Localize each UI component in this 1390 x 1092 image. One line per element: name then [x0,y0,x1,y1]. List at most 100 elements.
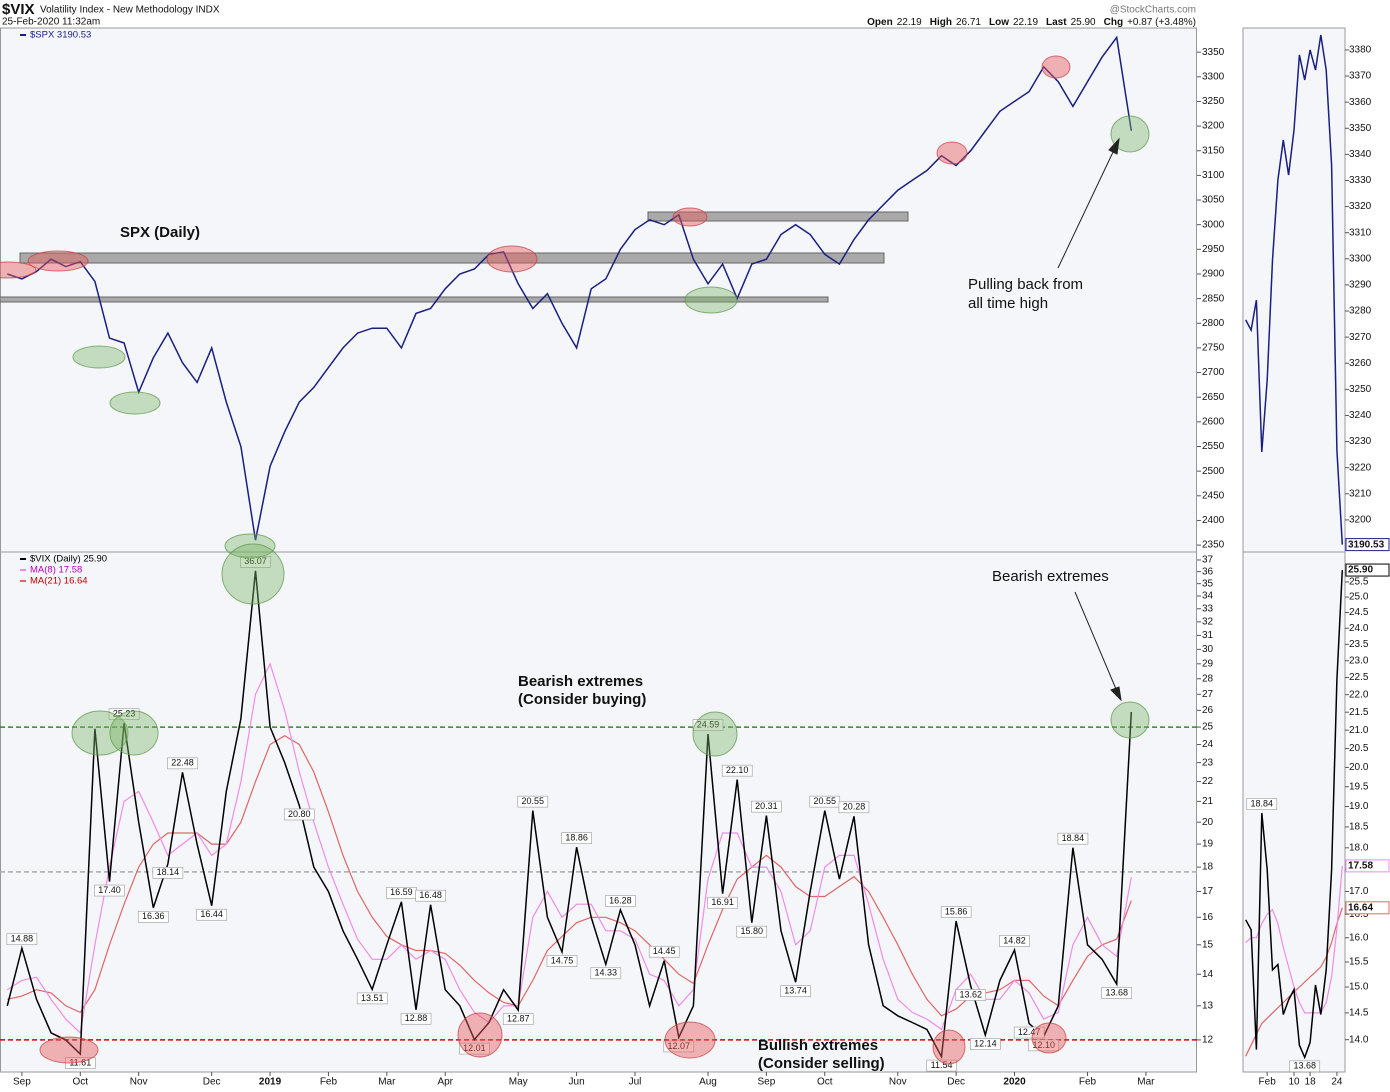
circle [27,250,89,272]
quote-label: Chg [1104,17,1123,28]
data-label-box [283,808,315,821]
circle [0,261,37,279]
y-tick-label: 18.0 [1349,842,1369,853]
y-tick-label: 28 [1202,673,1214,684]
y-tick-label: 27 [1202,689,1214,700]
y-tick-label: 21 [1202,796,1214,807]
y-tick-label: 21.5 [1349,707,1369,718]
y-tick-label: 12 [1202,1035,1214,1046]
data-label-box [1246,798,1278,810]
y-tick-label: 2650 [1202,392,1225,403]
data-label-box [780,985,811,998]
y-tick-label: 22.0 [1349,689,1369,700]
x-tick-label: Nov [889,1077,907,1088]
data-label-box [1028,1039,1060,1052]
quote: Open 22.19 High 26.71 Low 22.19 Last 25.90 Chg +0… [867,17,1196,28]
data-label: 20.80 [288,809,311,819]
y-tick-label: 26 [1202,705,1214,716]
data-label: 22.10 [726,765,749,775]
y-tick-label: 3230 [1349,436,1372,447]
green-circles [71,115,1150,757]
x-tick-label: Oct [817,1077,833,1088]
data-label: 13.51 [361,993,384,1003]
y-tick-label: 22 [1202,776,1214,787]
y-tick-label: 18 [1202,862,1214,873]
legend-label: MA(21) 16.64 [30,576,88,587]
y-tick-label: 2700 [1202,367,1225,378]
date: 25-Feb-2020 11:32am [2,17,100,28]
y-tick-label: 3340 [1349,149,1372,160]
y-tick-label: 29 [1202,658,1214,669]
data-label: 15.80 [741,926,764,936]
y-tick-label: 2500 [1202,466,1225,477]
data-label-box [926,1059,957,1072]
data-label-box [940,906,972,918]
x-tick-label: Jul [629,1077,642,1088]
y-tick-label: 23.0 [1349,655,1369,666]
y-tick-label: 3300 [1202,71,1225,82]
y-tick-label: 15 [1202,939,1214,950]
data-label: 16.59 [390,887,413,897]
data-label-box [1101,987,1133,999]
x-tick-label: Aug [699,1077,717,1088]
y-tick-label: 14 [1202,969,1214,980]
y-tick-label: 25.5 [1349,577,1369,588]
y-tick-label: 3300 [1349,253,1372,264]
data-label-box [415,889,446,902]
y-tick-label: 32 [1202,617,1214,628]
y-tick-label: 3260 [1349,358,1372,369]
source: @StockCharts.com [1110,5,1196,16]
data-label-box [196,908,227,921]
y-tick-label: 13 [1202,1000,1214,1011]
y-tick-label: 14.0 [1349,1034,1369,1045]
legend-label: MA(8) 17.58 [30,565,82,576]
data-label-box [546,955,578,967]
x-tick-label: Mar [1137,1077,1155,1088]
data-label: 14.75 [551,955,574,965]
data-label-box [356,992,388,1005]
band [0,296,829,303]
data-label: 11.54 [931,1060,953,1070]
annotation: all time high [968,295,1048,312]
y-tick-label: 2600 [1202,417,1225,428]
quote-value: 25.90 [1071,17,1096,28]
data-label-box [108,708,140,720]
y-tick-label: 19 [1202,839,1214,850]
y-tick-label: 3200 [1349,515,1372,526]
data-label-box [152,867,184,879]
data-label: 14.82 [1003,935,1026,945]
y-tick-label: 20.0 [1349,762,1369,773]
data-label: 36.07 [244,556,267,566]
data-label-box [663,1040,695,1053]
data-label-box [502,1013,534,1025]
data-label-box [6,933,38,946]
data-label-box [707,896,738,909]
circle [221,543,285,605]
y-tick-label: 2850 [1202,293,1225,304]
y-tick-label: 3240 [1349,410,1372,421]
y-tick-label: 15.5 [1349,957,1369,968]
y-tick-label: 3360 [1349,97,1372,108]
x-tick-label: Jun [569,1077,585,1088]
y-tick-label: 3150 [1202,145,1225,156]
x-tick-label: May [509,1077,528,1088]
circle [109,710,159,756]
data-label-box [400,1012,432,1025]
circle [1110,115,1150,153]
x-tick-label: Apr [437,1077,453,1088]
data-label-box [1013,1026,1045,1039]
y-tick-label: 2550 [1202,441,1225,452]
last-value-label: 25.90 [1348,565,1373,576]
data-label: 20.55 [813,796,836,806]
y-tick-label: 3210 [1349,488,1372,499]
data-label-box [94,884,125,897]
y-tick-label: 23.5 [1349,639,1369,650]
y-tick-label: 2900 [1202,269,1225,280]
data-label: 12.87 [507,1013,530,1023]
y-tick-label: 16.0 [1349,932,1369,943]
y-tick-label: 2800 [1202,318,1225,329]
data-label: 15.86 [945,906,968,916]
circle [71,710,129,756]
data-label: 12.10 [1032,1040,1055,1050]
data-label: 24.59 [697,720,720,730]
